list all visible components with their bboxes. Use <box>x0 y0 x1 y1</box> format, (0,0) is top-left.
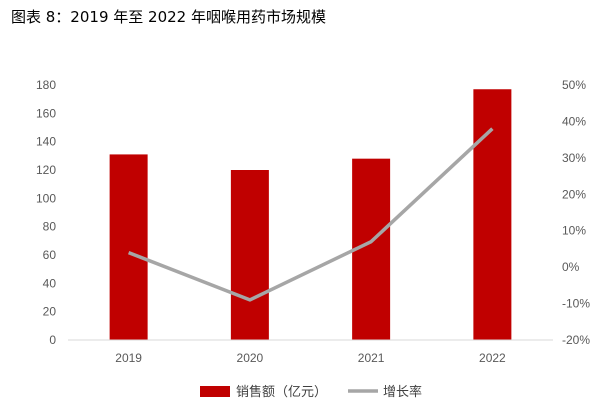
sales-bar <box>473 89 512 340</box>
legend-growth-label: 增长率 <box>383 384 422 400</box>
left-axis-tick-label: 40 <box>43 276 57 290</box>
left-axis-tick-label: 80 <box>43 220 57 234</box>
left-axis-tick-label: 140 <box>36 135 56 149</box>
x-axis-tick-label: 2019 <box>115 351 142 365</box>
left-axis-tick-label: 180 <box>36 78 56 92</box>
left-axis-tick-label: 120 <box>36 163 56 177</box>
sales-bar <box>109 154 148 340</box>
right-axis-tick-label: -20% <box>562 333 590 347</box>
left-axis-tick-label: 0 <box>49 333 56 347</box>
right-axis-ticks: -20% -10% 0% 10% 20% 30% 40% 50% <box>562 78 590 347</box>
x-axis-tick-label: 2021 <box>358 351 385 365</box>
right-axis-tick-label: 30% <box>562 151 586 165</box>
left-axis-tick-label: 60 <box>43 248 57 262</box>
right-axis-tick-label: -10% <box>562 297 590 311</box>
x-axis-tick-label: 2022 <box>479 351 506 365</box>
right-axis-tick-label: 0% <box>562 260 580 274</box>
left-axis-tick-label: 160 <box>36 106 56 120</box>
sales-bar <box>230 170 269 340</box>
growth-rate-line <box>127 127 494 302</box>
left-axis-tick-label: 20 <box>43 305 57 319</box>
right-axis-tick-label: 40% <box>562 114 586 128</box>
left-axis-ticks: 0 20 40 60 80 100 120 140 160 180 <box>36 78 56 347</box>
right-axis-tick-label: 10% <box>562 224 586 238</box>
right-axis-tick-label: 50% <box>562 78 586 92</box>
right-axis-tick-label: 20% <box>562 187 586 201</box>
figure-title: 图表 8：2019 年至 2022 年咽喉用药市场规模 <box>11 8 326 26</box>
bar-series <box>109 89 512 340</box>
legend-sales-label: 销售额（亿元） <box>236 384 327 400</box>
legend-bar-swatch <box>200 386 230 397</box>
x-axis-tick-label: 2020 <box>237 351 264 365</box>
legend: 销售额（亿元） 增长率 <box>200 384 422 400</box>
x-axis-ticks: 2019 2020 2021 2022 <box>115 351 506 365</box>
left-axis-tick-label: 100 <box>36 191 56 205</box>
